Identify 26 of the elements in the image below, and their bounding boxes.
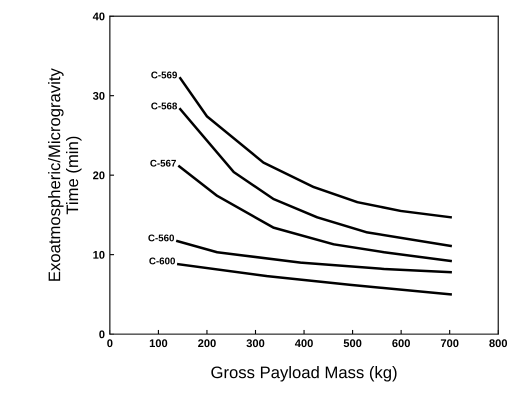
x-tick-label: 800 [489, 339, 508, 348]
y-tick-label: 10 [93, 250, 105, 259]
x-axis-title: Gross Payload Mass (kg) [211, 366, 397, 382]
line-series [178, 165, 452, 262]
x-tick-label: 400 [294, 339, 313, 348]
x-tick-label: 300 [246, 339, 264, 348]
x-tick-label: 700 [440, 339, 458, 348]
line-series [179, 76, 452, 219]
x-tick-label: 100 [150, 339, 168, 348]
y-tick-label: 0 [99, 330, 105, 338]
line-series [179, 108, 452, 248]
x-tick-label: 500 [344, 339, 362, 348]
series-label: C-600 [149, 258, 176, 264]
y-tick-label: 40 [92, 12, 105, 20]
series-label: C-568 [151, 102, 178, 110]
y-tick-label: 20 [93, 171, 105, 180]
y-axis-title: Exoatmospheric/Microgravity Time (min) [48, 68, 82, 281]
x-tick-label: 0 [107, 339, 112, 348]
x-tick-label: 600 [392, 339, 410, 348]
series-label: C-560 [148, 234, 174, 242]
y-tick-label: 30 [92, 92, 105, 100]
series-label: C-567 [150, 160, 176, 167]
x-tick-label: 200 [198, 339, 216, 348]
line-series [176, 240, 452, 274]
series-label: C-569 [151, 72, 177, 78]
line-series [177, 262, 452, 296]
